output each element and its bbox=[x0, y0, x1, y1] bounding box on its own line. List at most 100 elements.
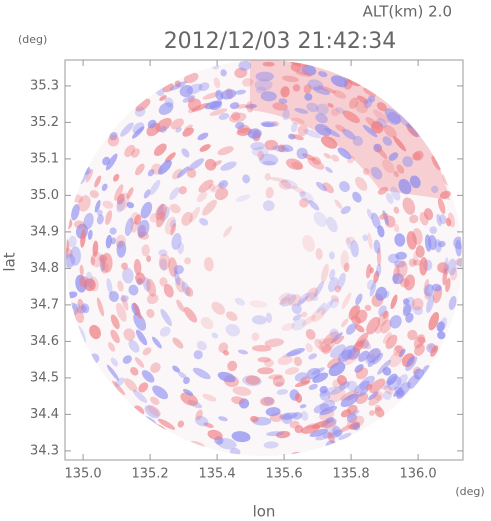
speckle bbox=[450, 267, 458, 281]
speckle bbox=[291, 303, 302, 315]
speckle bbox=[281, 75, 299, 83]
speckle bbox=[181, 281, 191, 296]
speckle bbox=[170, 223, 177, 236]
speckle bbox=[379, 213, 389, 220]
speckle bbox=[375, 286, 387, 301]
speckle bbox=[354, 364, 364, 373]
speckle bbox=[374, 326, 382, 334]
speckle bbox=[187, 98, 202, 111]
speckle bbox=[318, 338, 326, 345]
speckle bbox=[262, 200, 275, 212]
speckle bbox=[396, 374, 408, 387]
speckle bbox=[428, 312, 440, 331]
speckle bbox=[186, 168, 197, 178]
speckle bbox=[291, 185, 307, 195]
speckle bbox=[158, 159, 172, 175]
speckle bbox=[362, 124, 378, 138]
speckle bbox=[110, 237, 116, 245]
speckle bbox=[339, 424, 354, 433]
speckle bbox=[323, 153, 332, 159]
speckle bbox=[429, 226, 438, 234]
speckle bbox=[393, 223, 400, 233]
speckle bbox=[135, 98, 151, 112]
speckle bbox=[284, 367, 300, 375]
speckle bbox=[409, 214, 419, 224]
speckle bbox=[121, 262, 128, 270]
speckle bbox=[133, 302, 142, 319]
speckle bbox=[147, 404, 161, 417]
y-tick-label: 34.9 bbox=[30, 224, 59, 239]
speckle bbox=[220, 89, 237, 100]
speckle bbox=[140, 201, 153, 219]
speckle bbox=[202, 393, 217, 402]
speckle bbox=[276, 389, 289, 395]
speckle bbox=[394, 233, 406, 247]
speckle bbox=[383, 385, 394, 395]
speckle bbox=[386, 373, 398, 385]
speckle bbox=[393, 136, 407, 152]
speckle bbox=[392, 273, 404, 285]
speckle bbox=[163, 283, 174, 298]
speckle bbox=[346, 323, 357, 335]
speckle bbox=[260, 91, 277, 102]
speckle bbox=[369, 281, 377, 297]
speckle bbox=[314, 281, 324, 297]
speckle bbox=[355, 293, 363, 305]
speckle bbox=[366, 208, 374, 220]
speckle bbox=[69, 246, 82, 266]
speckle bbox=[303, 129, 322, 139]
speckle bbox=[153, 143, 167, 156]
speckle bbox=[135, 163, 145, 176]
speckle bbox=[377, 186, 389, 195]
speckle bbox=[390, 294, 398, 310]
speckle bbox=[393, 344, 404, 357]
speckle bbox=[419, 257, 428, 276]
speckle bbox=[361, 340, 372, 350]
speckle bbox=[90, 256, 96, 266]
speckle bbox=[87, 229, 93, 240]
speckle bbox=[229, 102, 240, 110]
speckle bbox=[89, 190, 99, 199]
speckle bbox=[242, 78, 254, 87]
speckle bbox=[251, 146, 269, 157]
speckle bbox=[415, 245, 425, 258]
speckle bbox=[275, 382, 284, 387]
speckle bbox=[71, 303, 81, 310]
speckle bbox=[116, 240, 127, 258]
speckle bbox=[261, 122, 274, 128]
speckle bbox=[406, 231, 417, 250]
speckle bbox=[105, 153, 118, 171]
speckle bbox=[218, 113, 230, 120]
speckle bbox=[105, 210, 113, 225]
speckle bbox=[405, 312, 414, 323]
speckle bbox=[330, 75, 348, 88]
speckle bbox=[263, 396, 274, 405]
speckle bbox=[187, 158, 205, 171]
speckle bbox=[196, 340, 207, 351]
speckle bbox=[159, 326, 171, 337]
speckle bbox=[382, 366, 392, 376]
speckle bbox=[251, 345, 272, 352]
speckle bbox=[374, 407, 385, 418]
speckle bbox=[322, 182, 334, 194]
speckle bbox=[182, 95, 195, 103]
speckle bbox=[414, 343, 425, 356]
speckle bbox=[393, 206, 400, 214]
speckle bbox=[257, 150, 265, 161]
speckle bbox=[85, 169, 94, 183]
speckle bbox=[340, 206, 351, 215]
y-tick-label: 35.0 bbox=[30, 188, 59, 203]
speckle bbox=[79, 276, 90, 288]
speckle bbox=[97, 209, 103, 217]
speckle bbox=[223, 225, 233, 238]
speckle bbox=[238, 60, 252, 71]
speckle bbox=[115, 234, 126, 248]
speckle bbox=[157, 418, 176, 430]
speckle bbox=[263, 441, 279, 449]
speckle bbox=[368, 95, 376, 103]
speckle bbox=[138, 382, 149, 393]
speckle bbox=[158, 102, 174, 115]
speckle bbox=[78, 195, 91, 212]
speckle bbox=[387, 376, 402, 391]
speckle bbox=[373, 239, 381, 254]
